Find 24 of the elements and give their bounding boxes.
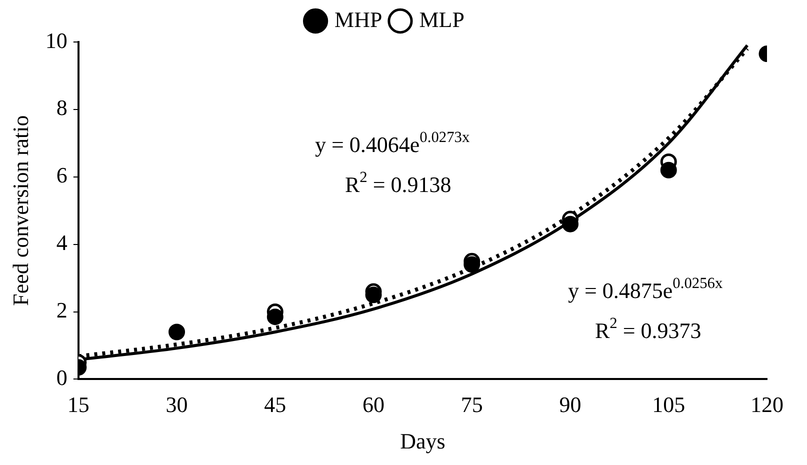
- point: [168, 324, 186, 340]
- point: [464, 256, 480, 273]
- legend-label: MHP: [334, 6, 382, 32]
- y-tick-label: 2: [56, 298, 68, 323]
- y-tick-label: 8: [56, 95, 68, 120]
- x-tick-label: 105: [652, 392, 686, 418]
- y-axis-title: Feed conversion ratio: [8, 115, 33, 306]
- point: [266, 308, 284, 326]
- x-tick-label: 30: [166, 392, 188, 418]
- y-tick-label: 6: [56, 162, 68, 188]
- x-tick-label: 75: [460, 392, 483, 418]
- y-tick-label: 4: [56, 230, 68, 256]
- x-tick-label: 120: [750, 392, 784, 418]
- x-tick-label: 60: [362, 392, 385, 418]
- point: [365, 286, 382, 304]
- y-tick-label: 10: [45, 28, 68, 53]
- legend-label: MLP: [419, 6, 464, 32]
- x-tick-label: 90: [559, 392, 582, 418]
- x-axis-title: Days: [400, 428, 446, 454]
- x-tick-label: 15: [67, 392, 90, 418]
- point: [660, 162, 677, 178]
- x-tick-label: 45: [264, 392, 286, 418]
- y-tick-label: 0: [56, 364, 68, 390]
- point: [562, 216, 579, 232]
